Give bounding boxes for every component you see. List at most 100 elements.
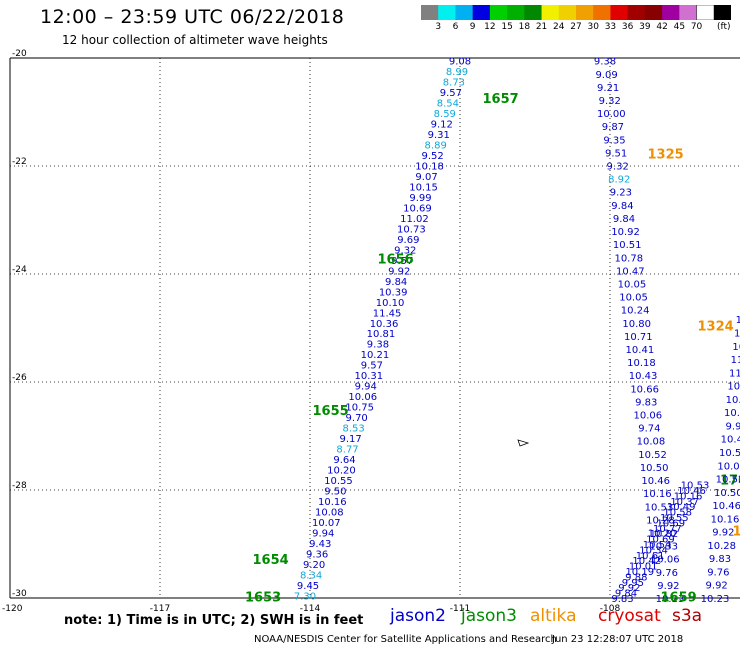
wave-height-value: 9.43 <box>309 539 331 550</box>
wave-height-value: 9.84 <box>615 589 637 600</box>
wave-height-value: 10.33 <box>727 382 740 393</box>
wave-height-value: 8.59 <box>434 109 456 120</box>
wave-height-value: 9.94 <box>355 382 377 393</box>
pass-time-label: 1659 <box>661 590 697 605</box>
wave-height-value: 10.23 <box>656 594 685 605</box>
wave-height-value: 7.30 <box>294 591 316 602</box>
wave-height-value: 10.16 <box>643 489 672 500</box>
legend-item-jason2: jason2 <box>390 606 446 626</box>
wave-height-value: 10.55 <box>324 476 353 487</box>
lat-tick-label: -24 <box>12 265 27 275</box>
colorbar-swatch <box>524 5 543 20</box>
wave-height-value: 9.83 <box>611 594 633 605</box>
wave-height-value: 11.02 <box>400 214 429 225</box>
wave-height-value: 9.69 <box>397 235 419 246</box>
colorbar-tick-label: 12 <box>484 22 496 32</box>
wave-height-value: 10.93 <box>732 342 740 353</box>
wave-height-value: 9.57 <box>361 361 383 372</box>
wave-height-value: 9.76 <box>656 568 678 579</box>
wave-height-value: 10.73 <box>397 224 426 235</box>
wave-height-value: 8.54 <box>437 99 459 110</box>
pass-time-label: 1656 <box>378 252 414 267</box>
wave-height-value: 9.70 <box>346 413 368 424</box>
colorbar-swatch <box>489 5 508 20</box>
footer-credit: NOAA/NESDIS Center for Satellite Applica… <box>254 634 557 645</box>
wave-height-value: 8.77 <box>336 445 358 456</box>
wave-height-value: 10.06 <box>651 555 680 566</box>
colorbar-swatch <box>558 5 577 20</box>
map-subtitle: 12 hour collection of altimeter wave hei… <box>62 33 328 47</box>
wave-height-value: 11.45 <box>373 308 402 319</box>
wave-height-value: 10.18 <box>415 162 444 173</box>
colorbar-swatch <box>713 5 731 20</box>
wave-height-value: 8.99 <box>446 67 468 78</box>
wave-height-value: 10.28 <box>646 515 675 526</box>
track-altika: 9.38 9.09 9.21 9.32 10.00 9.87 9.35 9.51 9.32 8.9… <box>594 57 740 606</box>
pass-time-label: 1700 <box>720 474 740 489</box>
wave-height-value: 9.99 <box>409 193 431 204</box>
wave-height-value: 10.71 <box>624 332 653 343</box>
wave-height-value: 10.00 <box>597 109 626 120</box>
wave-height-value: 9.38 <box>594 57 616 68</box>
colorbar-swatch <box>507 5 525 20</box>
wave-height-value: 10.66 <box>630 384 659 395</box>
pass-time-label: 1653 <box>245 590 281 605</box>
wave-height-value: 9.32 <box>599 96 621 107</box>
colorbar-tick-label: 42 <box>656 22 668 32</box>
wave-height-value: 9.21 <box>597 83 619 94</box>
wave-height-value: 9.83 <box>635 397 657 408</box>
wave-height-value: 10.15 <box>409 182 438 193</box>
wave-height-value: 10.08 <box>717 461 740 472</box>
wave-height-value: 10.81 <box>367 329 396 340</box>
colorbar-swatch <box>438 5 456 20</box>
legend-item-jason3: jason3 <box>461 606 517 626</box>
wave-height-value: 10.46 <box>736 315 740 326</box>
colorbar-swatch <box>541 5 560 20</box>
pass-time-label: 1324 <box>698 319 734 334</box>
wave-height-value: 10.08 <box>637 437 666 448</box>
colorbar <box>421 5 731 20</box>
wave-height-value: 10.33 <box>649 542 678 553</box>
wave-height-value: 10.08 <box>315 507 344 518</box>
wave-height-value: 8.92 <box>608 175 630 186</box>
wave-height-value: 9.07 <box>415 172 437 183</box>
wave-height-value: 10.53 <box>719 448 740 459</box>
colorbar-swatch <box>610 5 629 20</box>
lon-tick-label: -111 <box>450 604 470 614</box>
track-jason2: 9.088.998.739.578.548.599.129.318.899.52… <box>245 57 519 606</box>
colorbar-tick-label: 33 <box>604 22 617 32</box>
wave-height-value: 9.94 <box>312 528 334 539</box>
wave-height-value: 10.78 <box>614 253 643 264</box>
wave-height-value: 9.83 <box>709 554 731 565</box>
wave-height-value: 10.61 <box>636 551 665 562</box>
wave-height-value: 9.09 <box>595 70 617 81</box>
wave-height-value: 9.17 <box>339 434 361 445</box>
wave-height-value: 10.37 <box>670 497 699 508</box>
wave-height-value: 10.80 <box>622 319 651 330</box>
wave-height-value: 10.20 <box>327 466 356 477</box>
wave-height-value: 10.05 <box>619 293 648 304</box>
wave-height-value: 10.01 <box>629 562 658 573</box>
wave-height-value: 9.64 <box>333 455 355 466</box>
legend-item-s3a: s3a <box>672 606 703 626</box>
wave-height-value: 9.20 <box>303 560 325 571</box>
wave-height-value: 9.38 <box>367 340 389 351</box>
colorbar-swatch <box>593 5 611 20</box>
wave-height-value: 9.57 <box>391 256 413 267</box>
colorbar-tick-label: 9 <box>469 22 476 32</box>
colorbar-tick-label: 21 <box>535 22 548 32</box>
wave-height-value: 9.36 <box>306 549 328 560</box>
wave-height-value: 9.74 <box>638 424 660 435</box>
colorbar-swatch <box>644 5 663 20</box>
note-text: note: 1) Time is in UTC; 2) SWH is in fe… <box>64 613 364 628</box>
wave-height-value: 10.69 <box>403 203 432 214</box>
wave-height-value: 9.52 <box>422 151 444 162</box>
wave-height-value: 10.54 <box>643 540 672 551</box>
wave-height-value: 9.84 <box>611 201 633 212</box>
wave-height-value: 8.89 <box>425 141 447 152</box>
pass-time-label: 1325 <box>648 148 684 163</box>
lon-tick-label: -117 <box>150 604 170 614</box>
pass-time-label: 1655 <box>313 404 349 419</box>
lon-tick-label: -108 <box>600 604 621 614</box>
colorbar-units: (ft) <box>717 22 731 32</box>
